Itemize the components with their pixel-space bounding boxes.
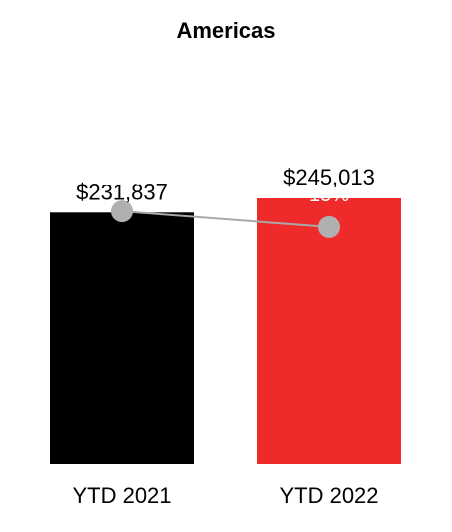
percent-label: 16%: [102, 168, 142, 190]
value-label: $245,013: [283, 165, 375, 190]
category-label: YTD 2022: [279, 483, 378, 508]
percent-line: [121, 210, 330, 228]
percent-marker: [111, 200, 133, 223]
bar-ytd-2022: [257, 198, 401, 464]
percent-label: 15%: [309, 184, 349, 206]
category-label: YTD 2021: [72, 483, 171, 508]
chart-title: Americas: [176, 18, 275, 43]
labels-group: $231,837 YTD 2021 $245,013 YTD 2022 16% 15%: [72, 165, 378, 508]
percent-marker: [318, 215, 340, 238]
value-label: $231,837: [76, 179, 168, 204]
bars-group: [50, 198, 401, 464]
bar-ytd-2021: [50, 212, 194, 464]
line-group: [111, 200, 340, 238]
